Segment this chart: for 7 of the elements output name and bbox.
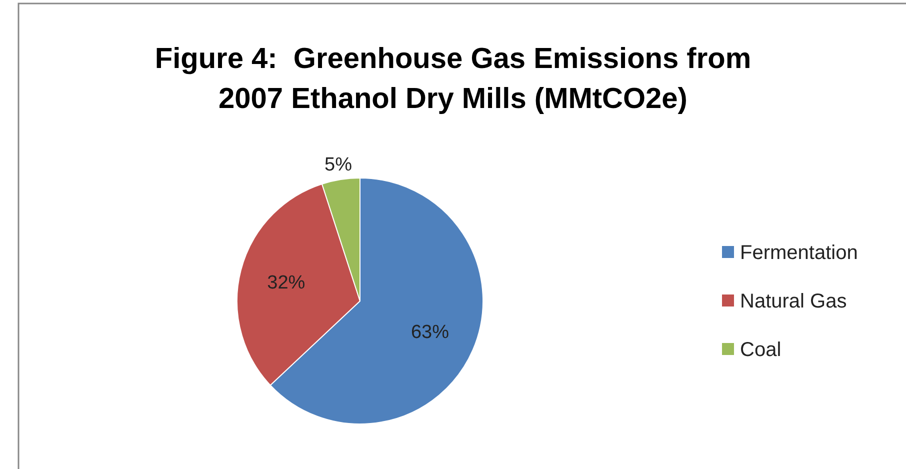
data-label: 5% xyxy=(324,154,352,176)
data-label: 32% xyxy=(267,272,306,294)
legend-label: Coal xyxy=(740,339,782,361)
chart-title: Figure 4: Greenhouse Gas Emissions from 2007 Ethanol Dry Mills (MMtCO2e) xyxy=(154,43,752,115)
legend-label: Natural Gas xyxy=(740,290,847,312)
data-label: 63% xyxy=(410,322,450,343)
legend-label: Fermentation xyxy=(740,242,858,264)
